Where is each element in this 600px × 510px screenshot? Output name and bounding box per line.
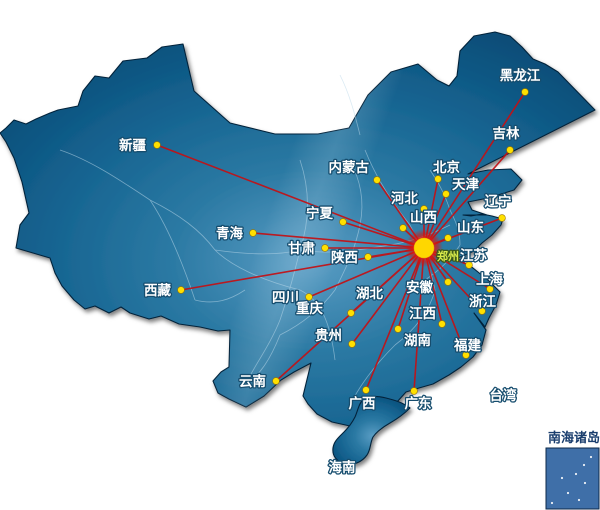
svg-text:郑州: 郑州 [437,249,459,263]
svg-text:贵州: 贵州 [315,327,342,343]
svg-text:湖北: 湖北 [356,286,383,301]
svg-text:河北: 河北 [391,190,418,206]
svg-text:新疆: 新疆 [119,137,146,153]
svg-text:云南: 云南 [239,373,266,389]
svg-text:青海: 青海 [216,225,243,241]
svg-text:宁夏: 宁夏 [306,205,333,221]
svg-text:江苏: 江苏 [460,247,487,263]
svg-text:辽宁: 辽宁 [485,193,512,209]
svg-text:北京: 北京 [433,159,460,175]
svg-text:江西: 江西 [409,305,436,321]
svg-text:甘肃: 甘肃 [288,240,315,256]
svg-text:海南: 海南 [329,459,356,475]
svg-text:天津: 天津 [452,176,479,192]
svg-text:广东: 广东 [405,395,432,411]
svg-text:台湾: 台湾 [490,387,518,403]
svg-text:广西: 广西 [349,395,376,411]
svg-text:内蒙古: 内蒙古 [329,159,370,175]
svg-text:浙江: 浙江 [469,293,496,309]
svg-text:山东: 山东 [457,219,484,235]
svg-text:安徽: 安徽 [406,279,433,295]
svg-text:黑龙江: 黑龙江 [500,67,541,83]
svg-text:湖南: 湖南 [404,332,431,348]
svg-text:山西: 山西 [410,210,437,225]
svg-text:重庆: 重庆 [296,300,323,316]
svg-text:南海诸岛: 南海诸岛 [548,430,600,445]
svg-text:西藏: 西藏 [144,282,171,298]
svg-text:吉林: 吉林 [493,125,521,141]
svg-text:陕西: 陕西 [331,249,358,265]
svg-text:上海: 上海 [476,271,503,287]
svg-text:福建: 福建 [453,337,481,353]
svg-text:四川: 四川 [272,290,299,305]
